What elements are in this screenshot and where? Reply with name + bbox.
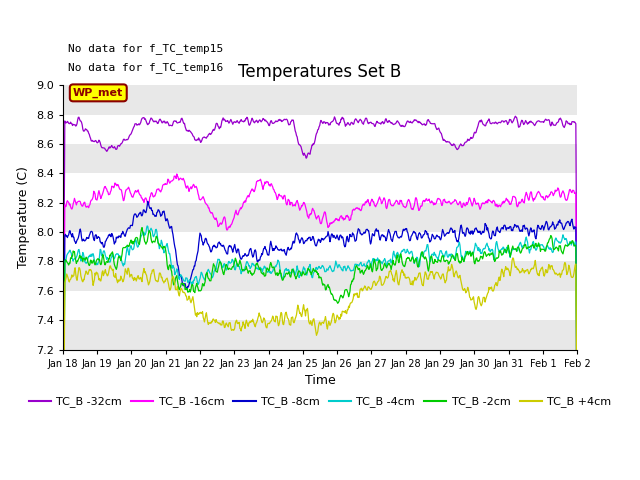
Bar (63, 232, 577, 262)
Bar (63, 173, 577, 203)
Text: No data for f_TC_temp15: No data for f_TC_temp15 (68, 43, 223, 54)
Bar (63, 203, 577, 232)
Bar (63, 115, 577, 144)
Title: Temperatures Set B: Temperatures Set B (238, 63, 402, 81)
X-axis label: Time: Time (305, 374, 335, 387)
Bar (63, 262, 577, 291)
Y-axis label: Temperature (C): Temperature (C) (17, 167, 31, 268)
Text: No data for f_TC_temp16: No data for f_TC_temp16 (68, 61, 223, 72)
Bar (63, 291, 577, 320)
Text: WP_met: WP_met (73, 88, 124, 98)
Bar (63, 85, 577, 115)
Bar (63, 144, 577, 173)
Bar (63, 320, 577, 349)
Legend: TC_B -32cm, TC_B -16cm, TC_B -8cm, TC_B -4cm, TC_B -2cm, TC_B +4cm: TC_B -32cm, TC_B -16cm, TC_B -8cm, TC_B … (24, 392, 616, 412)
